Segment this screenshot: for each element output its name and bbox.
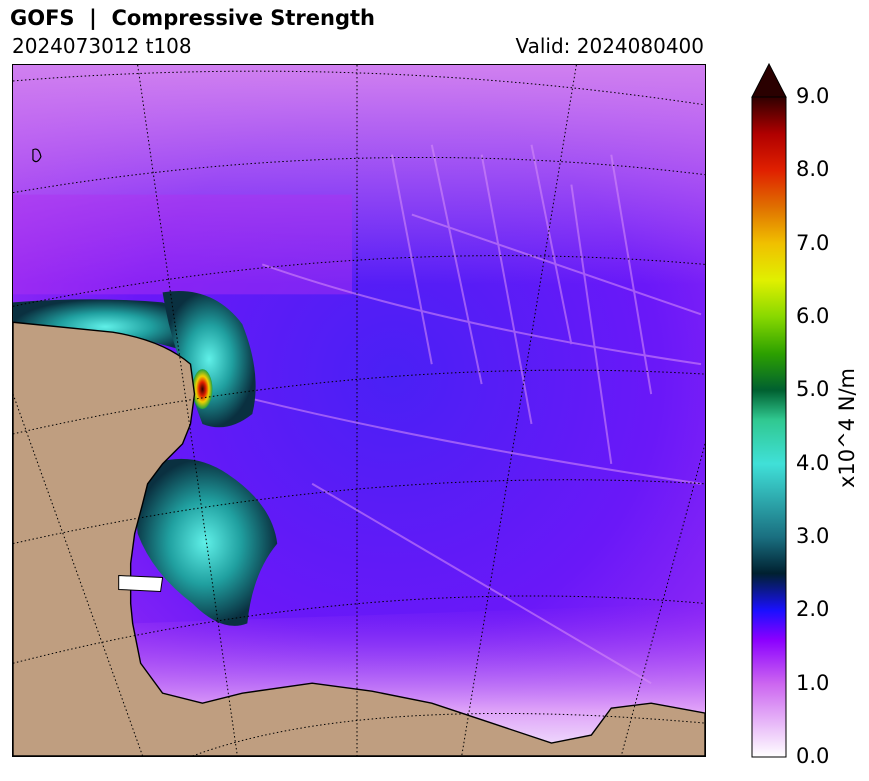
strength-maximum xyxy=(192,369,213,410)
colorbar-ramp xyxy=(751,96,787,758)
chart-title: GOFS | Compressive Strength xyxy=(10,6,375,30)
island-outline xyxy=(32,148,42,163)
colorbar xyxy=(751,62,787,758)
run-time-label: 2024073012 t108 xyxy=(12,34,192,58)
colorbar-extend-max xyxy=(751,62,787,98)
valid-time-label: Valid: 2024080400 xyxy=(515,34,704,58)
colorbar-tick-label: 2.0 xyxy=(796,597,830,622)
light-ice-band xyxy=(13,65,705,285)
colorbar-tick-label: 6.0 xyxy=(796,304,830,328)
ice-shelf-inlet xyxy=(118,575,164,592)
colorbar-tick-label: 5.0 xyxy=(796,377,830,402)
colorbar-tick-label: 4.0 xyxy=(796,450,830,475)
graticule xyxy=(13,65,705,756)
colorbar-tick-label: 9.0 xyxy=(796,84,830,108)
colorbar-tick-label: 3.0 xyxy=(796,524,830,548)
land-west xyxy=(13,321,705,756)
magenta-band xyxy=(13,194,353,295)
teal-patch-center xyxy=(162,291,256,428)
colorbar-tick-label: 0.0 xyxy=(796,744,830,768)
colorbar-label: x10^4 N/m xyxy=(835,367,859,489)
colorbar-tick-label: 8.0 xyxy=(796,157,830,182)
colorbar-tick-label: 7.0 xyxy=(796,230,830,255)
colorbar-tick-label: 1.0 xyxy=(796,670,830,695)
map-panel xyxy=(12,64,706,757)
teal-patch-south xyxy=(132,458,278,626)
teal-band-north xyxy=(13,299,198,355)
ice-streaks xyxy=(232,144,702,685)
